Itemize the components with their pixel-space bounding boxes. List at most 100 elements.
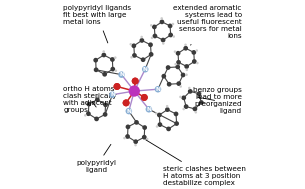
Circle shape	[196, 49, 198, 52]
Circle shape	[185, 69, 188, 71]
Circle shape	[123, 99, 130, 106]
Circle shape	[131, 43, 136, 48]
Circle shape	[176, 60, 181, 65]
Circle shape	[172, 23, 174, 25]
Circle shape	[192, 59, 197, 64]
Text: N: N	[156, 87, 160, 92]
Circle shape	[103, 112, 107, 117]
Circle shape	[142, 125, 147, 130]
Circle shape	[140, 36, 143, 38]
Circle shape	[152, 34, 157, 38]
Circle shape	[176, 51, 181, 56]
Text: benzo groups
lead to more
preorganized
ligand: benzo groups lead to more preorganized l…	[193, 87, 242, 114]
Circle shape	[94, 67, 99, 72]
Circle shape	[152, 25, 157, 29]
Circle shape	[178, 63, 181, 65]
Circle shape	[102, 50, 105, 53]
Circle shape	[84, 101, 87, 104]
Circle shape	[115, 69, 117, 72]
Circle shape	[103, 102, 108, 107]
Text: ortho H atoms
clash sterically
with adjacent
groups: ortho H atoms clash sterically with adja…	[63, 86, 117, 113]
Circle shape	[203, 102, 206, 105]
Circle shape	[86, 111, 91, 116]
Circle shape	[123, 99, 130, 106]
Circle shape	[176, 81, 181, 86]
Circle shape	[123, 137, 126, 139]
Circle shape	[94, 117, 99, 121]
Circle shape	[192, 50, 196, 55]
Circle shape	[174, 112, 178, 116]
Circle shape	[156, 125, 158, 128]
Circle shape	[139, 38, 144, 43]
Circle shape	[110, 57, 115, 62]
Text: polypyridyl
ligand: polypyridyl ligand	[76, 144, 116, 173]
Circle shape	[155, 112, 157, 115]
Circle shape	[102, 53, 106, 57]
Circle shape	[133, 139, 138, 144]
Circle shape	[149, 52, 153, 57]
Circle shape	[160, 17, 163, 20]
Circle shape	[145, 106, 152, 112]
Circle shape	[174, 121, 179, 126]
Circle shape	[183, 46, 188, 51]
Circle shape	[175, 65, 180, 69]
Circle shape	[146, 138, 149, 140]
Circle shape	[158, 122, 162, 127]
Circle shape	[109, 91, 116, 98]
Text: polypyridyl ligands
fit best with large
metal ions: polypyridyl ligands fit best with large …	[63, 5, 131, 43]
Circle shape	[162, 42, 165, 45]
Circle shape	[188, 89, 192, 94]
Text: extended aromatic
systems lead to
useful fluorescent
sensors for metal
ions: extended aromatic systems lead to useful…	[173, 5, 242, 45]
Circle shape	[141, 94, 148, 101]
Circle shape	[196, 62, 199, 64]
Circle shape	[161, 38, 165, 42]
Circle shape	[166, 65, 170, 70]
Circle shape	[166, 105, 168, 108]
Circle shape	[134, 120, 139, 125]
Circle shape	[129, 43, 132, 46]
Circle shape	[174, 50, 176, 53]
Text: N: N	[143, 67, 148, 72]
Circle shape	[181, 73, 185, 77]
Circle shape	[132, 77, 139, 84]
Circle shape	[132, 77, 139, 84]
Circle shape	[184, 43, 187, 46]
Circle shape	[132, 53, 137, 58]
Circle shape	[192, 107, 197, 111]
Text: N: N	[110, 92, 115, 97]
Circle shape	[181, 95, 186, 100]
Circle shape	[134, 144, 137, 146]
Circle shape	[126, 125, 130, 129]
Circle shape	[142, 66, 149, 72]
Circle shape	[197, 91, 201, 96]
Text: N: N	[119, 72, 124, 77]
Circle shape	[195, 111, 197, 114]
Circle shape	[200, 90, 203, 93]
Text: steric clashes between
H atoms at 3 position
destabilize complex: steric clashes between H atoms at 3 posi…	[146, 140, 246, 186]
Circle shape	[142, 135, 147, 139]
Circle shape	[166, 127, 171, 131]
Circle shape	[168, 24, 172, 28]
Circle shape	[84, 114, 87, 117]
Circle shape	[161, 74, 166, 79]
Circle shape	[125, 134, 130, 139]
Circle shape	[168, 33, 173, 37]
Circle shape	[130, 56, 133, 59]
Circle shape	[126, 108, 132, 114]
Circle shape	[148, 42, 153, 47]
Circle shape	[157, 113, 162, 117]
Circle shape	[118, 71, 125, 78]
Circle shape	[93, 58, 98, 63]
Circle shape	[167, 82, 171, 87]
Circle shape	[165, 107, 170, 112]
Circle shape	[173, 35, 175, 38]
Circle shape	[96, 95, 99, 98]
Circle shape	[141, 57, 145, 62]
Circle shape	[114, 56, 117, 59]
Circle shape	[199, 100, 204, 105]
Circle shape	[182, 108, 185, 110]
Circle shape	[129, 85, 140, 97]
Circle shape	[141, 94, 148, 101]
Circle shape	[179, 96, 182, 98]
Circle shape	[113, 83, 120, 90]
